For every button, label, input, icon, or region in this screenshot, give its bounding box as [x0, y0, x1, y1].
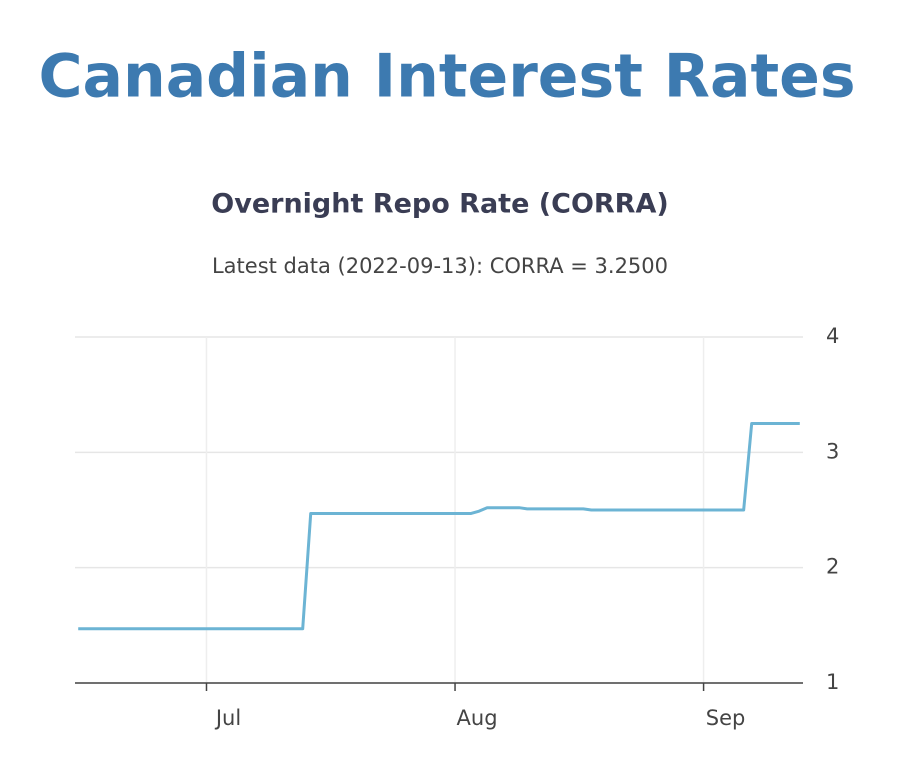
- y-tick-label: 3: [826, 439, 839, 463]
- y-tick-label: 2: [826, 555, 839, 579]
- data-line: [78, 422, 800, 631]
- x-tick-label: Sep: [706, 706, 746, 730]
- y-tick-label: 4: [826, 324, 839, 348]
- page-title: Canadian Interest Rates: [38, 42, 855, 112]
- y-tick-label: 1: [826, 670, 839, 694]
- chart-title: Overnight Repo Rate (CORRA): [211, 189, 668, 220]
- x-tick-label: Jul: [214, 706, 241, 730]
- chart-subtitle: Latest data (2022-09-13): CORRA = 3.2500: [212, 254, 668, 278]
- x-tick-label: Aug: [457, 706, 498, 730]
